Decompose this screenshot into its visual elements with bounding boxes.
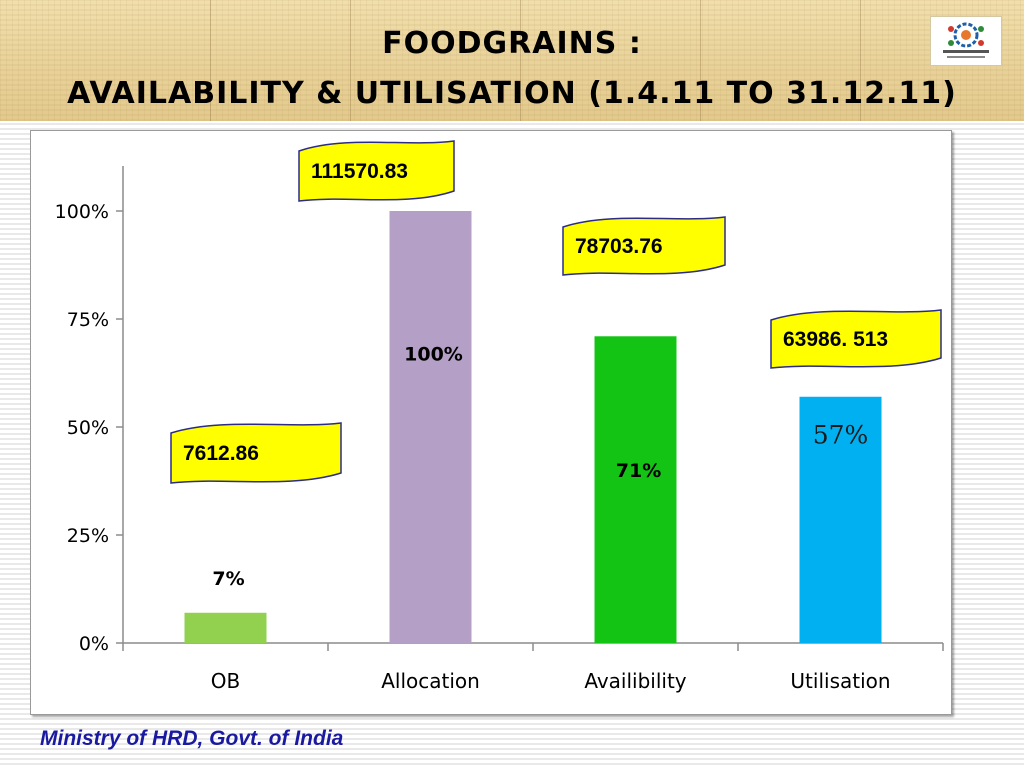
x-tick-label: Allocation [381,669,480,693]
callout-value: 78703.76 [575,235,663,258]
callout-shape [770,309,942,369]
slide-title-line1: FOODGRAINS : [382,26,642,61]
bar-utilisation [799,396,882,643]
callout-shape [298,140,455,202]
banner-texture-line [700,0,701,121]
chart-callouts: 7612.86 111570.83 78703.76 63986. 513 [170,140,942,484]
data-label: 7% [212,568,244,590]
bar-ob [184,612,267,643]
x-tick-label: Utilisation [790,669,890,693]
banner-texture-line [520,0,521,121]
x-tick-label: Availibility [584,669,686,693]
banner-texture-line [350,0,351,121]
y-tick-label: 50% [67,417,109,439]
bar-chart: 0% 25% 50% 75% 100% OB 7% Allocation 100% Availi… [55,140,944,693]
callout-shape [562,216,726,276]
title-banner: FOODGRAINS : AVAILABILITY & UTILISATION … [0,0,1024,121]
chart-labels: OB 7% Allocation 100% Availibility 71% Utilisa… [211,344,891,693]
slide-title-line2: AVAILABILITY & UTILISATION (1.4.11 TO 31… [67,76,957,111]
mid-day-meal-logo-icon [930,16,1002,66]
x-tick-label: OB [211,669,240,693]
callout-shape [170,422,342,484]
bar-availibility [594,336,677,643]
banner-texture-line [860,0,861,121]
y-tick-label: 100% [55,201,109,223]
y-tick-label: 75% [67,309,109,331]
chart-panel: 0% 25% 50% 75% 100% OB 7% Allocation 100% Availi… [30,130,952,715]
footer-text: Ministry of HRD, Govt. of India [40,727,344,750]
bar-allocation [389,211,472,643]
callout-value: 111570.83 [311,160,408,183]
data-label: 57% [813,421,869,450]
data-label: 71% [616,460,661,482]
y-tick-label: 25% [67,525,109,547]
callout-value: 7612.86 [183,442,259,465]
callout-value: 63986. 513 [783,328,888,351]
chart-bars [184,211,882,643]
y-tick-label: 0% [79,633,109,655]
banner-texture-line [210,0,211,121]
data-label: 100% [404,344,463,366]
